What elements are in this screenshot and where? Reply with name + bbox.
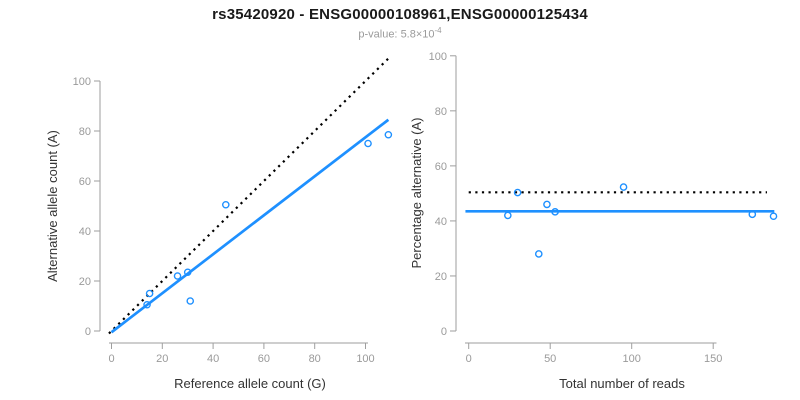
- y-tick-label: 80: [435, 106, 447, 118]
- x-axis-title: Reference allele count (G): [174, 376, 326, 391]
- data-point: [769, 212, 778, 221]
- y-tick-label: 60: [79, 176, 91, 188]
- y-tick-label: 0: [85, 326, 91, 338]
- x-tick-label: 0: [108, 353, 114, 365]
- y-tick-label: 60: [435, 161, 447, 173]
- p-value-exponent: -4: [434, 26, 442, 35]
- data-point: [543, 200, 551, 209]
- data-point: [504, 211, 512, 220]
- data-point: [513, 188, 522, 197]
- y-tick-label: 20: [435, 271, 447, 283]
- data-point: [534, 250, 543, 258]
- x-tick-label: 40: [207, 353, 219, 365]
- identity-expected-line: [108, 55, 392, 335]
- data-point: [173, 272, 182, 280]
- x-tick-label: 20: [156, 353, 168, 365]
- y-tick-label: 0: [441, 326, 447, 338]
- x-tick-label: 50: [544, 353, 556, 365]
- regression-fit-line: [110, 118, 390, 334]
- figure-subtitle: p-value: 5.8×10-4: [0, 26, 800, 41]
- x-tick-label: 100: [623, 353, 641, 365]
- data-point: [186, 297, 195, 305]
- x-axis-title: Total number of reads: [559, 376, 685, 391]
- data-point: [748, 210, 757, 219]
- data-point: [221, 200, 230, 209]
- x-tick-label: 100: [356, 353, 374, 365]
- data-point: [364, 139, 372, 148]
- y-tick-label: 100: [73, 76, 91, 88]
- y-tick-label: 100: [429, 51, 447, 63]
- p-value-mantissa: 5.8×10: [400, 28, 435, 41]
- y-axis-title: Alternative allele count (A): [45, 130, 60, 282]
- figure-title: rs35420920 - ENSG00000108961,ENSG0000012…: [212, 6, 588, 23]
- percentage-panel: 0 20 40 60 80 100 0 50 100 150 Total number of rea…: [409, 51, 778, 391]
- y-tick-label: 40: [79, 226, 91, 238]
- y-tick-label: 80: [79, 126, 91, 138]
- p-value-prefix: p-value:: [358, 28, 401, 41]
- x-tick-label: 0: [466, 353, 472, 365]
- data-point: [384, 130, 393, 139]
- y-axis-title: Percentage alternative (A): [409, 117, 424, 268]
- data-point: [143, 300, 151, 309]
- data-point: [619, 183, 628, 191]
- data-point: [145, 289, 154, 298]
- data-point: [183, 268, 192, 277]
- x-tick-label: 150: [704, 353, 722, 365]
- x-tick-label: 80: [309, 353, 321, 365]
- y-tick-label: 40: [435, 216, 447, 228]
- x-tick-label: 60: [258, 353, 270, 365]
- y-tick-label: 20: [79, 276, 91, 288]
- allele-count-panel: 0 20 40 60 80 100 0 20 40 60 80 100 Reference allele…: [45, 55, 393, 391]
- data-point: [551, 208, 559, 216]
